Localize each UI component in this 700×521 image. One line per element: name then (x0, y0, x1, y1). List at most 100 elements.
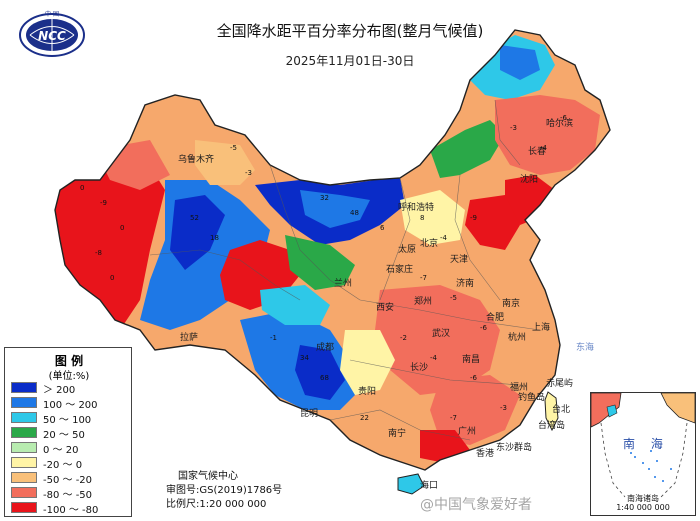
label-dongsha: 东沙群岛 (496, 443, 533, 453)
legend-label: -50 ～ -20 (43, 475, 93, 486)
legend-item: 100 ～ 200 (11, 397, 129, 411)
svg-text:0: 0 (80, 184, 84, 192)
legend-swatch (11, 502, 37, 513)
legend-item: 20 ～ 50 (11, 427, 129, 441)
legend-item: -50 ～ -20 (11, 472, 129, 486)
label-hongkong: 香港 (476, 449, 495, 459)
svg-text:-1: -1 (270, 334, 277, 342)
svg-text:68: 68 (320, 374, 329, 382)
legend-swatch (11, 397, 37, 408)
label-harbin: 哈尔滨 (546, 119, 574, 129)
map-credits: 国家气候中心 审图号:GS(2019)1786号 比例尺:1:20 000 00… (166, 470, 282, 512)
label-lhasa: 拉萨 (180, 333, 199, 343)
svg-text:0: 0 (120, 224, 124, 232)
label-xian: 西安 (376, 303, 395, 313)
inset-map (591, 393, 695, 498)
label-tianjin: 天津 (450, 255, 469, 265)
map-scale: 比例尺:1:20 000 000 (166, 499, 267, 510)
svg-text:-7: -7 (450, 414, 457, 422)
svg-text:-5: -5 (450, 294, 457, 302)
legend-label: 50 ～ 100 (43, 415, 92, 426)
legend-title: 图 例 (54, 354, 84, 368)
svg-text:-6: -6 (480, 324, 488, 332)
svg-text:-3: -3 (245, 169, 252, 177)
label-urumqi: 乌鲁木齐 (178, 155, 215, 165)
map-date-range: 2025年11月01日-30日 (285, 54, 415, 68)
label-lanzhou: 兰州 (334, 279, 353, 289)
label-taiyuan: 太原 (398, 245, 417, 255)
legend-swatch (11, 457, 37, 468)
label-jinan: 济南 (456, 279, 475, 289)
label-taiwan-island: 台湾岛 (538, 421, 566, 431)
logo-ring-text: 中 国 (45, 10, 59, 18)
ncc-logo: NCC 中 国 (19, 10, 85, 57)
legend-label: 0 ～ 20 (43, 445, 79, 456)
legend-label: -100 ～ -80 (43, 505, 99, 516)
label-beijing: 北京 (420, 239, 439, 249)
label-shenyang: 沈阳 (520, 175, 539, 185)
label-east-sea: 东海 (576, 343, 595, 353)
label-hohhot: 呼和浩特 (398, 203, 435, 213)
legend-swatch (11, 412, 37, 423)
legend: 图 例 (单位:%) ＞ 200 100 ～ 200 50 ～ 100 20 ～… (4, 347, 132, 517)
svg-text:6: 6 (380, 224, 385, 232)
label-nanchang: 南昌 (462, 355, 481, 365)
svg-text:22: 22 (360, 414, 369, 422)
legend-swatch (11, 487, 37, 498)
watermark: @中国气象爱好者 (420, 497, 532, 513)
label-changchun: 长春 (528, 147, 547, 157)
label-chengdu: 成都 (316, 343, 335, 353)
label-fuzhou: 福州 (510, 383, 529, 393)
approval-number: 审图号:GS(2019)1786号 (166, 485, 283, 496)
legend-swatch (11, 472, 37, 483)
label-shijiazhuang: 石家庄 (386, 265, 414, 275)
legend-swatch (11, 427, 37, 438)
legend-label: ＞ 200 (43, 385, 76, 396)
logo-text: NCC (38, 29, 66, 43)
svg-text:52: 52 (190, 214, 199, 222)
inset-title: 南 海 (623, 437, 669, 451)
legend-item: -80 ～ -50 (11, 487, 129, 501)
map-title: 全国降水距平百分率分布图(整月气候值) (216, 22, 484, 40)
svg-text:-3: -3 (500, 404, 507, 412)
label-hefei: 合肥 (486, 313, 505, 323)
svg-text:-9: -9 (100, 199, 107, 207)
label-wuhan: 武汉 (432, 329, 451, 339)
svg-text:-9: -9 (470, 214, 477, 222)
svg-text:32: 32 (320, 194, 329, 202)
inset-caption: 南海诸岛 1:40 000 000 (591, 494, 695, 512)
label-haikou: 海口 (420, 481, 439, 491)
svg-text:-8: -8 (95, 249, 102, 257)
label-guiyang: 贵阳 (358, 387, 377, 397)
svg-text:34: 34 (300, 354, 309, 362)
svg-text:-6: -6 (560, 114, 568, 122)
svg-text:-4: -4 (430, 354, 438, 362)
svg-text:-2: -2 (400, 334, 407, 342)
label-changsha: 长沙 (410, 363, 429, 373)
label-guangzhou: 广州 (458, 427, 477, 437)
legend-label: 20 ～ 50 (43, 430, 85, 441)
legend-label: 100 ～ 200 (43, 400, 98, 411)
svg-text:-6: -6 (470, 374, 478, 382)
legend-swatch (11, 442, 37, 453)
label-nanning: 南宁 (388, 429, 407, 439)
label-taipei: 台北 (552, 405, 571, 415)
legend-item: -100 ～ -80 (11, 502, 129, 516)
legend-item: 0 ～ 20 (11, 442, 129, 456)
svg-text:48: 48 (350, 209, 359, 217)
label-shanghai: 上海 (532, 323, 551, 333)
label-diaoyu: 钓鱼岛 (518, 393, 546, 403)
svg-text:-7: -7 (420, 274, 427, 282)
label-zhengzhou: 郑州 (414, 297, 433, 307)
legend-swatch (11, 382, 37, 393)
legend-item: ＞ 200 (11, 382, 129, 396)
agency-name: 国家气候中心 (178, 471, 238, 482)
legend-unit: (单位:%) (48, 371, 90, 382)
legend-item: 50 ～ 100 (11, 412, 129, 426)
label-chiwei: 赤尾屿 (546, 379, 574, 389)
inset-scale: 1:40 000 000 (616, 503, 670, 512)
south-china-sea-inset: 南 海 南海诸岛 1:40 000 000 (590, 392, 696, 516)
svg-text:8: 8 (420, 214, 424, 222)
svg-text:-5: -5 (230, 144, 237, 152)
